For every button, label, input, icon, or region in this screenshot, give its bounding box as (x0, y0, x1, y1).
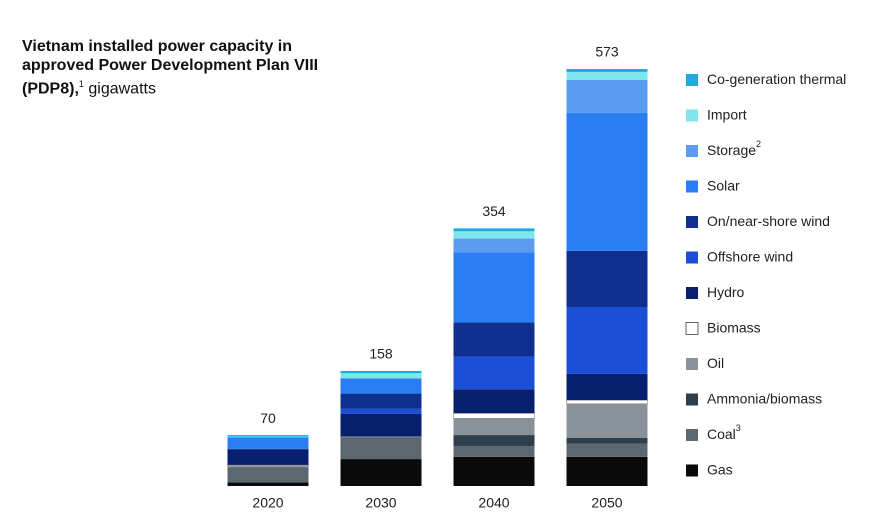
bar-segment (453, 456, 535, 486)
unit: gigawatts (88, 80, 156, 98)
legend-name: Storage (707, 142, 756, 158)
legend-swatch (686, 464, 698, 477)
x-tick-label: 2040 (478, 495, 509, 511)
bar-segment (566, 403, 648, 438)
legend-swatch (685, 322, 699, 335)
total-label: 70 (260, 410, 276, 426)
bar-segment (453, 389, 535, 414)
legend-label: Solar (707, 177, 740, 193)
bar-segment (227, 437, 309, 449)
legend-swatch (686, 429, 698, 441)
bar-segment (566, 112, 648, 251)
bar-segment (227, 482, 309, 486)
bar-segment (453, 356, 535, 390)
bar-segment (566, 71, 648, 80)
bar-segment (453, 412, 535, 419)
total-label: 158 (369, 346, 393, 362)
bar-segment (340, 437, 422, 460)
legend-name: Gas (707, 461, 733, 477)
total-label: 354 (482, 203, 506, 219)
legend-label: Ammonia/biomass (707, 390, 822, 406)
bar-segment (227, 448, 309, 450)
bar-segment (453, 322, 535, 357)
bar-segment (453, 231, 535, 239)
legend-name: Solar (707, 177, 740, 193)
bar-segment (453, 418, 535, 436)
x-tick-label: 2050 (591, 495, 622, 511)
bar-segment (453, 252, 535, 323)
bar-segment (227, 465, 309, 468)
bar-segment (566, 79, 648, 113)
legend-label: Gas (707, 461, 733, 477)
bar-segment (566, 306, 648, 374)
legend-label: Hydro (707, 284, 745, 300)
legend-name: Offshore wind (707, 248, 793, 264)
legend-swatch (686, 393, 698, 406)
bar-segment (227, 467, 309, 483)
chart-title: Vietnam installed power capacity in appr… (22, 38, 319, 98)
legend-name: Co-generation thermal (707, 71, 846, 87)
legend-label: On/near-shore wind (707, 213, 830, 229)
bar-segment (453, 228, 535, 232)
bar-segment (566, 399, 648, 405)
bar-segment (566, 69, 648, 72)
bar-segment (227, 464, 309, 466)
legend-swatch (686, 145, 698, 157)
legend-swatch (686, 251, 698, 264)
title-note: 1 (78, 79, 84, 89)
bar-segment (340, 393, 422, 409)
bar-segment (453, 435, 535, 446)
bar-segment (453, 445, 535, 457)
bar-segment (227, 436, 309, 438)
legend-note: 3 (736, 423, 741, 433)
total-label: 573 (595, 44, 619, 60)
legend-name: On/near-shore wind (707, 213, 830, 229)
bar-segment (566, 437, 648, 444)
x-tick-label: 2030 (365, 495, 396, 511)
legend-label: Biomass (707, 319, 761, 335)
legend-name: Import (707, 106, 747, 122)
legend-swatch (686, 180, 698, 193)
legend-label: Import (707, 106, 747, 122)
legend-name: Coal (707, 426, 736, 442)
legend-swatch (686, 358, 698, 370)
legend-name: Ammonia/biomass (707, 390, 822, 406)
legend-swatch (686, 74, 698, 86)
bar-segment (340, 373, 422, 379)
legend-label: Storage2 (707, 139, 761, 157)
bar-segment (340, 459, 422, 486)
bar-segment (227, 449, 309, 465)
legend-label: Offshore wind (707, 248, 793, 264)
bar-segment (566, 373, 648, 401)
legend-name: Oil (707, 355, 724, 371)
bar-segment (340, 371, 422, 374)
legend-label: Oil (707, 355, 724, 371)
title-block: Vietnam installed power capacity in appr… (22, 37, 352, 98)
legend-note: 2 (756, 139, 761, 149)
bar-segment (566, 443, 648, 457)
legend-label: Co-generation thermal (707, 71, 846, 87)
legend-swatch (686, 216, 698, 228)
bar-segment (566, 250, 648, 307)
legend-swatch (686, 109, 698, 122)
bar-segment (227, 435, 309, 437)
bar-segment (340, 413, 422, 437)
bar-segment (566, 456, 648, 486)
bar-segment (453, 238, 535, 253)
legend-swatch (686, 287, 698, 299)
bar-segment (340, 436, 422, 438)
legend-label: Coal3 (707, 423, 741, 441)
legend-name: Biomass (707, 319, 761, 335)
bar-segment (340, 378, 422, 394)
bar-segment (340, 408, 422, 414)
legend-name: Hydro (707, 284, 745, 300)
x-tick-label: 2020 (252, 495, 283, 511)
